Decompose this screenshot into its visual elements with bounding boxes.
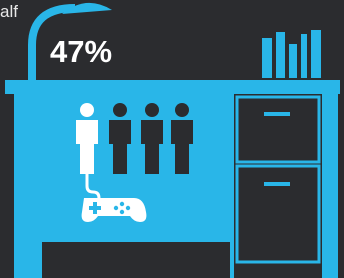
drawer <box>237 166 319 262</box>
cabinet-side <box>230 94 234 278</box>
button <box>114 206 118 210</box>
button <box>126 206 130 210</box>
books <box>262 30 321 78</box>
drawer-handle <box>264 182 290 186</box>
desk-top <box>5 80 340 94</box>
drawer <box>237 97 319 162</box>
infographic: alf 47% <box>0 0 344 278</box>
button <box>120 202 124 206</box>
drawer-handle <box>264 112 290 116</box>
desk-leg-right <box>322 94 338 278</box>
desk-leg-left <box>14 94 42 278</box>
statistic: 47% <box>50 34 112 70</box>
person <box>109 103 193 174</box>
button <box>120 210 124 214</box>
dpad <box>93 202 97 214</box>
caption-fragment: alf <box>0 2 18 22</box>
